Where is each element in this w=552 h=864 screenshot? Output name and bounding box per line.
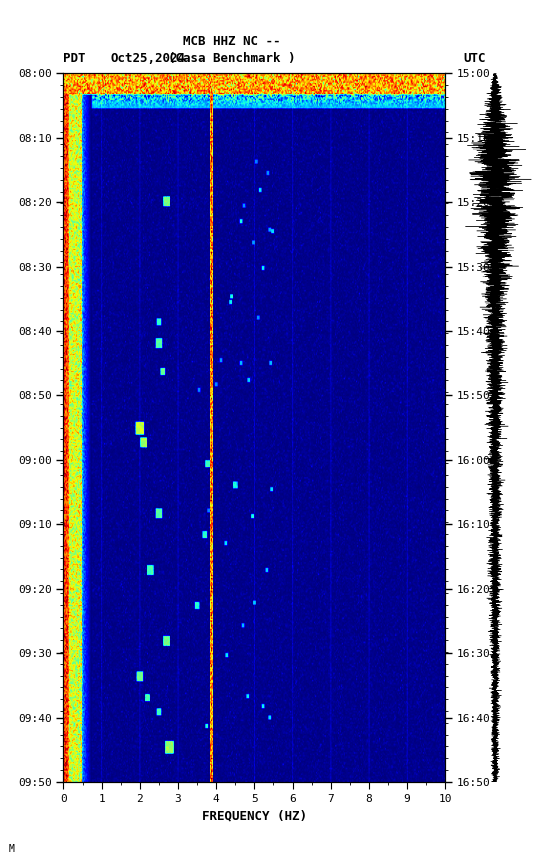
Text: (Casa Benchmark ): (Casa Benchmark ) <box>168 52 295 65</box>
Text: M: M <box>8 843 14 854</box>
Text: MCB HHZ NC --: MCB HHZ NC -- <box>183 35 280 48</box>
X-axis label: FREQUENCY (HZ): FREQUENCY (HZ) <box>202 810 307 823</box>
Text: UTC: UTC <box>464 52 486 65</box>
Text: PDT: PDT <box>63 52 86 65</box>
Text: Oct25,2024: Oct25,2024 <box>110 52 185 65</box>
